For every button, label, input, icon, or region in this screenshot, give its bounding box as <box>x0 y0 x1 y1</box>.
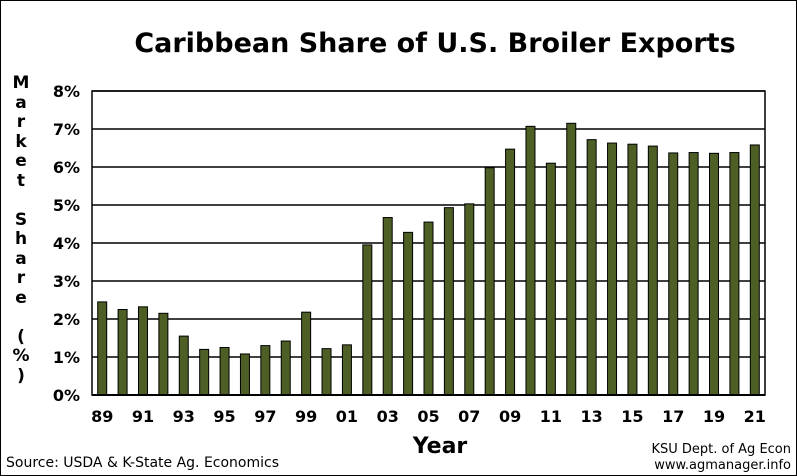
x-tick-label: 03 <box>377 407 399 426</box>
bar <box>321 348 332 396</box>
y-axis-label-char: ) <box>17 365 25 386</box>
y-tick-label: 4% <box>53 234 80 253</box>
bar <box>280 340 291 396</box>
bar <box>647 145 658 396</box>
bar <box>117 309 128 396</box>
bar <box>586 139 597 396</box>
x-tick-label: 01 <box>336 407 358 426</box>
y-axis-label-char: a <box>15 248 27 269</box>
y-axis-label-char: S <box>14 209 28 230</box>
y-axis-label-char: M <box>12 73 30 93</box>
bar <box>199 348 210 396</box>
y-tick-label: 1% <box>53 348 80 367</box>
bar <box>749 144 760 396</box>
y-axis-label-char: ( <box>17 326 25 347</box>
y-axis-label-char: r <box>16 268 26 288</box>
y-axis-label-char: r <box>16 112 26 132</box>
credit-line-1: KSU Dept. of Ag Econ <box>651 442 791 457</box>
x-tick-label: 05 <box>417 407 439 426</box>
bar <box>362 244 373 396</box>
bar <box>137 306 148 396</box>
x-tick-label: 89 <box>91 407 113 426</box>
y-axis-label-char: h <box>14 229 28 249</box>
bar <box>668 152 679 396</box>
x-tick-label: 17 <box>662 407 684 426</box>
credit-note: KSU Dept. of Ag Econ www.agmanager.info <box>651 442 791 474</box>
bar <box>382 217 393 396</box>
y-tick-label: 6% <box>53 158 80 177</box>
x-tick-label: 91 <box>132 407 154 426</box>
bar <box>627 143 638 396</box>
y-axis-label-char: t <box>16 170 26 191</box>
x-tick-label: 99 <box>295 407 317 426</box>
bar <box>525 125 536 396</box>
y-tick-label: 8% <box>53 82 80 101</box>
bar <box>688 152 699 396</box>
x-tick-label: 19 <box>703 407 725 426</box>
bar <box>178 335 189 396</box>
bar <box>443 207 454 396</box>
credit-line-2: www.agmanager.info <box>654 458 791 473</box>
x-tick-label: 97 <box>254 407 276 426</box>
y-tick-label: 7% <box>53 120 80 139</box>
y-tick-label: 2% <box>53 310 80 329</box>
bar <box>158 312 169 396</box>
y-tick-label: 3% <box>53 272 80 291</box>
x-tick-label: 07 <box>458 407 480 426</box>
x-tick-label: 15 <box>621 407 643 426</box>
x-tick-label: 13 <box>581 407 603 426</box>
bar <box>484 167 495 396</box>
x-tick-label: 95 <box>213 407 235 426</box>
bar <box>219 347 230 396</box>
bar <box>423 221 434 396</box>
x-axis-label: Year <box>412 434 468 459</box>
bar <box>301 311 312 396</box>
bar <box>260 345 271 396</box>
bar <box>239 353 250 396</box>
x-tick-label: 93 <box>173 407 195 426</box>
y-axis-label-char: % <box>12 346 30 366</box>
y-tick-label: 5% <box>53 196 80 215</box>
x-tick-label: 21 <box>744 407 766 426</box>
y-axis-label-char: e <box>15 287 27 308</box>
y-axis-label-char: e <box>15 151 27 171</box>
source-note: Source: USDA & K-State Ag. Economics <box>6 455 280 471</box>
bar <box>341 344 352 396</box>
bar <box>505 148 516 396</box>
y-tick-label: 0% <box>53 386 80 405</box>
bar <box>566 122 577 396</box>
y-axis-label-char: k <box>15 131 27 152</box>
x-tick-label: 09 <box>499 407 521 426</box>
bar <box>709 152 720 396</box>
chart-title: Caribbean Share of U.S. Broiler Exports <box>134 28 736 59</box>
bar <box>607 142 618 396</box>
bar <box>464 203 475 396</box>
x-tick-label: 11 <box>540 407 562 426</box>
bar <box>403 231 414 396</box>
bar <box>97 301 108 396</box>
bar <box>729 152 740 396</box>
y-axis-label-char: a <box>15 92 27 113</box>
bar <box>545 162 556 396</box>
